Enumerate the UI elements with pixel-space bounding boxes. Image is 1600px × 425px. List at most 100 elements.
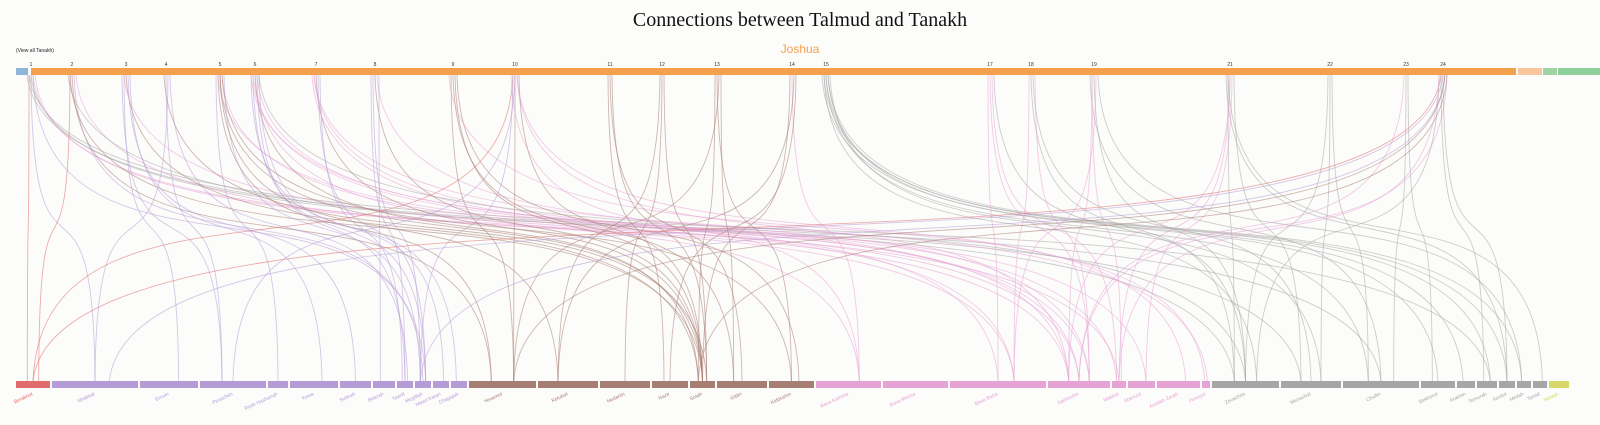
tractate-segment[interactable] [1128, 381, 1155, 388]
tractate-label[interactable]: Taanit [391, 391, 406, 402]
chapter-tick-label[interactable]: 4 [165, 62, 168, 68]
tractate-label[interactable]: Meilah [1509, 391, 1525, 403]
tractate-segment[interactable] [397, 381, 413, 388]
connection-arc[interactable] [1089, 74, 1382, 382]
connection-arc[interactable] [825, 74, 1491, 382]
connection-arc[interactable] [32, 74, 1442, 382]
chapter-tick-label[interactable]: 22 [1327, 62, 1333, 68]
connection-arc[interactable] [1331, 74, 1369, 382]
connection-arc[interactable] [1227, 74, 1543, 382]
tractate-label[interactable]: Nedarim [606, 391, 626, 404]
connection-arc[interactable] [513, 74, 1446, 382]
chapter-tick-label[interactable]: 17 [987, 62, 993, 68]
tractate-label[interactable]: Sotah [689, 391, 704, 402]
connection-arc[interactable] [516, 74, 1070, 382]
tractate-label[interactable]: Keritot [1492, 391, 1508, 403]
tractate-label[interactable]: Shevuot [1123, 391, 1143, 404]
connection-arc[interactable] [30, 74, 96, 382]
tractate-label[interactable]: Arakhin [1449, 391, 1467, 404]
connection-arc[interactable] [256, 74, 406, 382]
tractate-label[interactable]: Pesachim [211, 391, 233, 406]
connection-arc[interactable] [258, 74, 1246, 382]
tractate-label[interactable]: Bava Kamma [820, 391, 850, 409]
chapter-tick-label[interactable]: 24 [1440, 62, 1446, 68]
tractate-label[interactable]: Menachot [1289, 391, 1312, 406]
tractate-segment[interactable] [1281, 381, 1341, 388]
connection-arc[interactable] [454, 74, 703, 382]
connection-arc[interactable] [456, 74, 800, 382]
connection-arc[interactable] [121, 74, 223, 382]
connection-arc[interactable] [125, 74, 699, 382]
connection-arc[interactable] [258, 74, 445, 382]
connection-arc[interactable] [1227, 74, 1235, 382]
connection-arc[interactable] [1093, 74, 1246, 382]
tractate-segment[interactable] [433, 381, 449, 388]
tractate-segment[interactable] [140, 381, 198, 388]
tractate-label[interactable]: Bava Batra [974, 391, 999, 407]
connection-arc[interactable] [1078, 74, 1405, 382]
connection-arc[interactable] [232, 74, 516, 382]
tractate-label[interactable]: Eruvin [154, 391, 170, 403]
connection-arc[interactable] [26, 74, 30, 382]
chapter-tick-label[interactable]: 12 [659, 62, 665, 68]
connection-arc[interactable] [71, 74, 492, 382]
tractate-segment[interactable] [538, 381, 598, 388]
connection-arc[interactable] [108, 74, 1444, 382]
connection-arc[interactable] [374, 74, 703, 382]
tractate-segment[interactable] [717, 381, 767, 388]
chapter-tick-label[interactable]: 7 [315, 62, 318, 68]
connection-arc[interactable] [1034, 74, 1090, 382]
tractate-segment[interactable] [816, 381, 881, 388]
connection-arc[interactable] [219, 74, 703, 382]
tractate-label[interactable]: Avodah Zarah [1148, 391, 1179, 410]
connection-arc[interactable] [1393, 74, 1407, 382]
tractate-segment[interactable] [1517, 381, 1531, 388]
tractate-segment[interactable] [1212, 381, 1279, 388]
connection-arc[interactable] [165, 74, 223, 382]
tractate-segment[interactable] [415, 381, 431, 388]
connection-arc[interactable] [611, 74, 708, 382]
tractate-label[interactable]: Nazir [658, 391, 671, 402]
tractate-segment[interactable] [373, 381, 395, 388]
tractate-segment[interactable] [600, 381, 650, 388]
connection-arc[interactable] [1145, 74, 1233, 382]
chapter-tick-label[interactable]: 1 [30, 62, 33, 68]
connection-arc[interactable] [989, 74, 1090, 382]
connection-arc[interactable] [123, 74, 1080, 382]
right-book-segment[interactable] [1518, 68, 1542, 75]
tractate-segment[interactable] [1343, 381, 1419, 388]
tractate-segment[interactable] [1533, 381, 1547, 388]
connection-arc[interactable] [513, 74, 720, 382]
tractate-segment[interactable] [16, 381, 50, 388]
connection-arc[interactable] [557, 74, 661, 382]
chapter-tick-label[interactable]: 21 [1227, 62, 1233, 68]
connection-arc[interactable] [1442, 74, 1508, 382]
connection-arc[interactable] [1320, 74, 1331, 382]
tractate-segment[interactable] [1457, 381, 1475, 388]
connection-arc[interactable] [624, 74, 663, 382]
tractate-segment[interactable] [268, 381, 288, 388]
chapter-tick-label[interactable]: 18 [1028, 62, 1034, 68]
chapter-tick-label[interactable]: 6 [254, 62, 257, 68]
tractate-label[interactable]: Gittin [730, 391, 743, 401]
tractate-segment[interactable] [883, 381, 948, 388]
connection-arc[interactable] [1407, 74, 1433, 382]
chapter-tick-label[interactable]: 13 [714, 62, 720, 68]
tractate-segment[interactable] [950, 381, 1046, 388]
tractate-label[interactable]: Chagigah [438, 391, 460, 406]
connection-arc[interactable] [1091, 74, 1122, 382]
connection-arc[interactable] [1030, 74, 1235, 382]
chapter-tick-label[interactable]: 8 [374, 62, 377, 68]
connection-arc[interactable] [319, 74, 403, 382]
joshua-segment[interactable] [31, 68, 1516, 75]
connection-arc[interactable] [370, 74, 406, 382]
tractate-label[interactable]: Yevamot [483, 391, 504, 405]
chapter-tick-label[interactable]: 10 [512, 62, 518, 68]
tractate-segment[interactable] [52, 381, 138, 388]
right-book-segment[interactable] [1543, 68, 1557, 75]
tractate-segment[interactable] [690, 381, 715, 388]
connection-arc[interactable] [1233, 74, 1302, 382]
view-all-tanakh-link[interactable]: (View all Tanakh) [16, 48, 54, 54]
tractate-label[interactable]: Kiddushin [770, 391, 793, 406]
tractate-segment[interactable] [1112, 381, 1126, 388]
